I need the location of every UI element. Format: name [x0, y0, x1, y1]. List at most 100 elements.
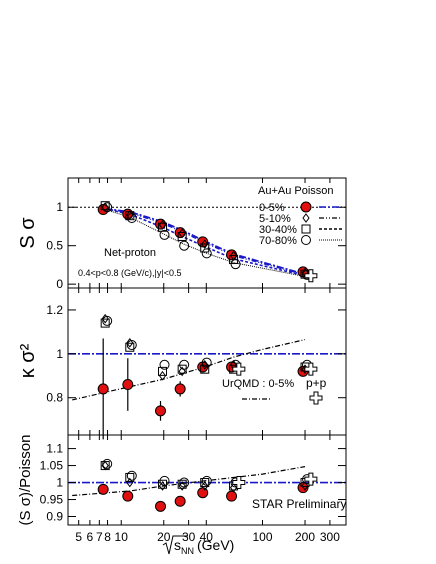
- point-p1-s2-2: [158, 366, 168, 376]
- point-p0-s2-0: [100, 201, 110, 211]
- point-p1-s1-0: [101, 313, 109, 324]
- annotation-net-proton: Net-proton: [104, 247, 156, 259]
- x-tick-label-0: 5: [75, 530, 82, 544]
- legend-label-3: 70-80%: [259, 235, 297, 247]
- point-p0-s3-1: [126, 213, 137, 223]
- poisson-curve-3: [105, 209, 306, 277]
- urqmd-curve-p2: [72, 466, 306, 497]
- y-tick-label-p0-2: 1: [56, 200, 63, 214]
- point-p1-s1-2: [158, 370, 167, 381]
- xlabel: s NN (GeV): [162, 535, 234, 556]
- point-p1-s0-2: [155, 405, 167, 417]
- x-tick-label-4: 10: [115, 530, 129, 544]
- legend-label-0: 0-5%: [259, 202, 285, 214]
- point-p2-s0-2: [155, 500, 167, 512]
- y-tick-label-p0-1: 0.5: [46, 239, 63, 253]
- point-p2-s2-4: [200, 478, 210, 488]
- pp-point-p1-1: [304, 362, 318, 376]
- annotation-cuts: 0.4<p<0.8 (GeV/c),|y|<0.5: [78, 268, 182, 278]
- point-p2-s0-3: [174, 495, 186, 507]
- x-tick-label-6: 30: [182, 530, 196, 544]
- point-p1-s2-4: [200, 364, 210, 374]
- point-p2-s0-4: [197, 487, 209, 499]
- legend-marker-3: [301, 235, 311, 245]
- x-tick-label-2: 7: [96, 530, 103, 544]
- x-tick-label-8: 100: [252, 530, 272, 544]
- legend-label-2: 30-40%: [259, 224, 297, 236]
- y-tick-label-p2-4: 1.1: [46, 442, 63, 456]
- x-tick-label-10: 300: [320, 530, 340, 544]
- point-p1-s1-1: [126, 338, 134, 348]
- annotation-pp: p+p: [306, 376, 327, 390]
- annotation-urqmd: UrQMD : 0-5%: [222, 378, 294, 390]
- sqrt-sign: [162, 535, 188, 555]
- xlabel-unit: (GeV): [197, 537, 234, 553]
- y-tick-label-p2-2: 1: [56, 476, 63, 490]
- point-p2-s0-0: [97, 483, 109, 495]
- point-p1-s0-0: [97, 383, 109, 395]
- point-p2-s1-2: [158, 481, 167, 491]
- legend-marker-1: [302, 213, 310, 223]
- point-p2-s3-4: [201, 475, 212, 486]
- pp-point-p0-0: [304, 269, 318, 283]
- y-tick-label-p2-1: 0.95: [40, 493, 64, 507]
- y-tick-label-p2-0: 0.9: [46, 510, 63, 524]
- point-p1-s2-0: [100, 318, 110, 328]
- point-p2-s3-2: [159, 475, 170, 486]
- panel-frame-ratio: [67, 434, 347, 526]
- point-p2-s2-3: [177, 479, 187, 489]
- point-p0-s3-5: [230, 259, 241, 270]
- x-tick-label-5: 20: [157, 530, 171, 544]
- ylabel-kappa-sigma2: κ σ²: [17, 343, 39, 378]
- pp-point-p1-0: [232, 362, 246, 376]
- point-p0-s2-4: [200, 243, 210, 253]
- point-p2-s0-1: [122, 490, 134, 502]
- annotation-star-preliminary: STAR Preliminary: [252, 497, 346, 511]
- point-p0-s3-4: [201, 248, 212, 259]
- legend-title: Au+Au Poisson: [258, 185, 334, 197]
- point-p1-s2-1: [125, 342, 135, 352]
- pp-point-p2-0: [232, 476, 246, 490]
- point-p2-s1-4: [201, 481, 209, 491]
- legend-label-1: 5-10%: [259, 213, 291, 225]
- y-tick-label-p1-1: 1: [56, 347, 63, 361]
- y-tick-label-p1-2: 1.2: [46, 303, 63, 317]
- point-p0-s2-3: [177, 231, 187, 241]
- point-p1-s3-4: [201, 357, 212, 368]
- x-tick-label-9: 200: [295, 530, 315, 544]
- xlabel-root: s: [174, 537, 181, 553]
- point-p1-s3-3: [179, 359, 190, 370]
- point-p1-s3-2: [159, 359, 170, 370]
- legend-marker-2: [301, 224, 311, 234]
- point-p2-s1-6: [301, 481, 309, 491]
- point-p1-s3-0: [102, 315, 113, 326]
- legend: Au+Au Poisson 0-5% 5-10% 30-40% 70-80%: [258, 185, 342, 247]
- legend-marker-0: [300, 201, 312, 213]
- point-p0-s3-2: [159, 229, 170, 240]
- point-p0-s3-0: [102, 202, 113, 213]
- point-p0-s1-4: [201, 239, 209, 249]
- pp-point-p2-1: [304, 472, 318, 486]
- point-p2-s3-1: [126, 470, 137, 481]
- urqmd-curve-p1: [72, 339, 306, 401]
- point-p1-s0-1: [122, 379, 134, 391]
- point-p1-s0-3: [174, 383, 186, 395]
- ylabel-ratio: (S σ)/Poisson: [17, 435, 34, 526]
- pp-legend-marker: [309, 391, 323, 405]
- ylabel-s-sigma: S σ: [17, 217, 39, 249]
- xlabel-sub: NN: [181, 546, 194, 556]
- point-p2-s2-2: [158, 479, 168, 489]
- y-tick-label-p2-3: 1.05: [40, 459, 64, 473]
- y-tick-label-p1-0: 0.8: [46, 391, 63, 405]
- point-p0-s2-5: [229, 255, 239, 265]
- point-p2-s1-5: [229, 482, 238, 493]
- point-p2-s2-1: [125, 472, 135, 482]
- point-p1-s3-1: [126, 340, 137, 351]
- point-p1-s1-3: [178, 366, 186, 377]
- point-p2-s0-5: [226, 490, 238, 502]
- point-p2-s3-0: [102, 458, 113, 469]
- x-tick-label-7: 40: [200, 530, 214, 544]
- point-p0-s2-1: [125, 211, 135, 221]
- y-tick-label-p0-0: 0: [56, 277, 63, 291]
